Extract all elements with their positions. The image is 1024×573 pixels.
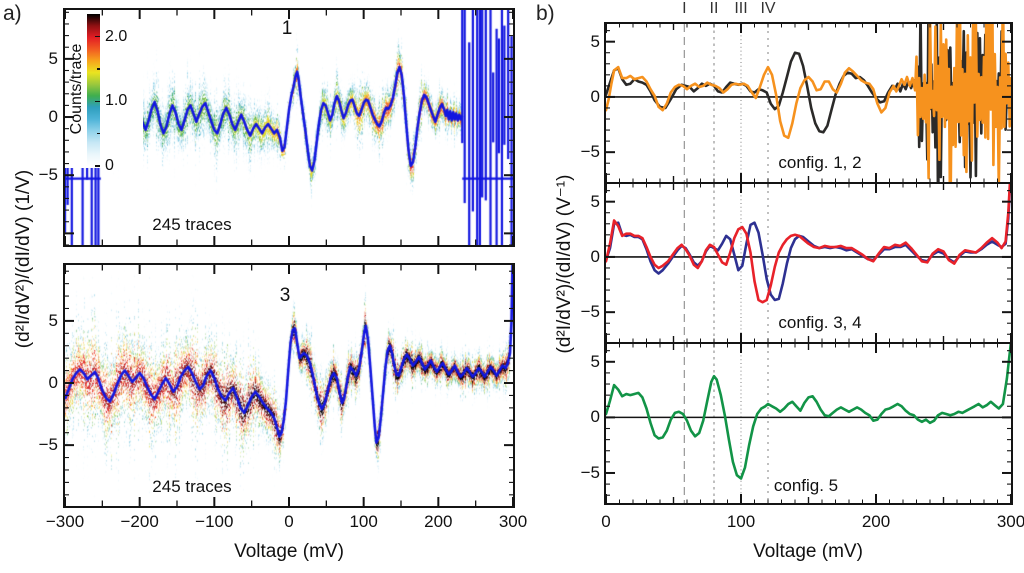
- heatmap-trace1-plot: Counts/trace 2.0 1.0 0 1 245 traces: [63, 8, 515, 247]
- trace-3-count: 245 traces: [152, 477, 232, 496]
- y-tick-label: 5: [590, 351, 600, 371]
- config-3-4-plot: [606, 184, 1011, 342]
- heatmap-trace3-plot: 3 245 traces: [63, 263, 515, 508]
- trace-1-count: 245 traces: [152, 215, 232, 234]
- y-tick-label: 5: [590, 31, 600, 51]
- mode-marker-label: IV: [760, 0, 776, 17]
- heatmap-trace3-ticks: [65, 265, 513, 506]
- heatmap-trace1-ticks: [65, 10, 513, 245]
- x-tick-label: −100: [195, 512, 234, 531]
- mode-marker-label: II: [709, 0, 719, 17]
- x-tick-label: 100: [349, 512, 378, 531]
- colorbar-tick-label: 2.0: [105, 27, 128, 45]
- panel-b-x-axis-label: Voltage (mV): [753, 541, 863, 562]
- colorbar-tick: [95, 100, 100, 103]
- colorbar-tick: [95, 35, 100, 38]
- y-tick-label: 5: [590, 191, 600, 211]
- y-tick-label: 0: [590, 407, 600, 427]
- y-tick-label: −5: [38, 165, 58, 185]
- heatmap-trace3-canvas: [65, 265, 513, 506]
- x-tick-label: 200: [861, 512, 891, 531]
- y-tick-label: 0: [48, 373, 58, 392]
- panel-b-label: b): [536, 2, 555, 25]
- x-tick-label: 300: [996, 512, 1024, 531]
- mode-marker-label: I: [682, 0, 687, 17]
- x-tick-label: 200: [424, 512, 453, 531]
- colorbar-tick-label: 0: [105, 157, 114, 174]
- y-tick-label: −5: [580, 142, 600, 162]
- x-tick-label: 0: [601, 512, 611, 531]
- config-3-4-label: config. 3, 4: [778, 313, 862, 332]
- x-tick-label: 0: [284, 512, 294, 531]
- subpanel-divider: [606, 342, 1011, 344]
- panel-a-x-axis-label: Voltage (mV): [234, 541, 344, 562]
- y-tick-label: −5: [38, 435, 58, 455]
- panel-b-plots: config. 1, 2 config. 3, 4 config. 5: [604, 22, 1013, 505]
- config-1-2-plot: [606, 24, 1011, 182]
- x-tick-label: −300: [45, 512, 85, 531]
- y-tick-label: −5: [580, 302, 600, 322]
- config-5-plot: [606, 344, 1011, 503]
- config-1-2-label: config. 1, 2: [778, 153, 862, 172]
- colorbar-minor-tick: [96, 68, 100, 70]
- subpanel-divider: [606, 182, 1011, 184]
- y-tick-label: 5: [48, 48, 58, 68]
- x-tick-label: 300: [498, 512, 528, 531]
- mode-marker-label: III: [734, 0, 748, 17]
- y-tick-label: −5: [580, 462, 600, 482]
- y-tick-label: 0: [590, 86, 600, 106]
- colorbar-minor-tick: [96, 133, 100, 135]
- trace-1-label: 1: [281, 18, 293, 39]
- y-tick-label: 5: [48, 310, 58, 330]
- colorbar: Counts/trace 2.0 1.0 0: [65, 10, 143, 174]
- colorbar-tick-label: 1.0: [105, 92, 128, 110]
- panel-a-label: a): [3, 2, 22, 25]
- trace-3-label: 3: [279, 285, 291, 306]
- y-tick-label: 0: [48, 107, 58, 127]
- x-tick-label: 100: [726, 512, 756, 531]
- panel-a-y-axis-label: (d²I/dV²)/(dI/dV) (1/V): [13, 169, 34, 349]
- y-tick-label: 0: [590, 246, 600, 266]
- config-5-label: config. 5: [773, 476, 839, 495]
- colorbar-tick: [95, 165, 100, 167]
- x-tick-label: −200: [120, 512, 159, 531]
- colorbar-gradient: [87, 14, 100, 166]
